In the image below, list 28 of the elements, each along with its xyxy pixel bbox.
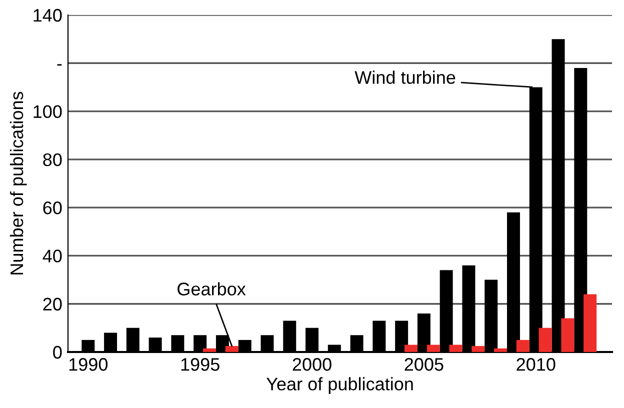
- bar: [561, 318, 574, 352]
- y-tick-label: 20: [43, 298, 62, 311]
- annotation: Gearbox: [178, 282, 246, 296]
- y-tick-label: 40: [42, 250, 62, 262]
- y-tick-label: 80: [43, 153, 62, 166]
- bar: [516, 340, 530, 352]
- bar: [584, 294, 597, 352]
- y-tick-label: 140: [34, 8, 62, 22]
- x-tick-label: 2005: [404, 358, 444, 371]
- bar: [538, 328, 552, 352]
- bar: [225, 346, 238, 352]
- x-tick-label: 2000: [292, 358, 332, 371]
- y-tick-label: -: [57, 64, 62, 66]
- x-tick-label: 1990: [69, 358, 108, 371]
- x-tick-label: 2010: [516, 358, 556, 371]
- bar: [426, 344, 440, 352]
- x-tick-label: 1995: [181, 358, 220, 371]
- annotation: Wind turbine: [354, 70, 456, 84]
- y-tick-label: 100: [34, 105, 62, 118]
- y-axis-title: Number of publications: [10, 92, 27, 274]
- y-tick-label: 60: [43, 202, 62, 214]
- bar: [202, 348, 216, 352]
- y-tick-label: 0: [53, 346, 62, 359]
- bar: [404, 344, 418, 352]
- bar: [494, 348, 508, 352]
- x-axis-title: Year of publication: [266, 377, 413, 394]
- bar: [472, 346, 485, 352]
- bar: [449, 344, 462, 352]
